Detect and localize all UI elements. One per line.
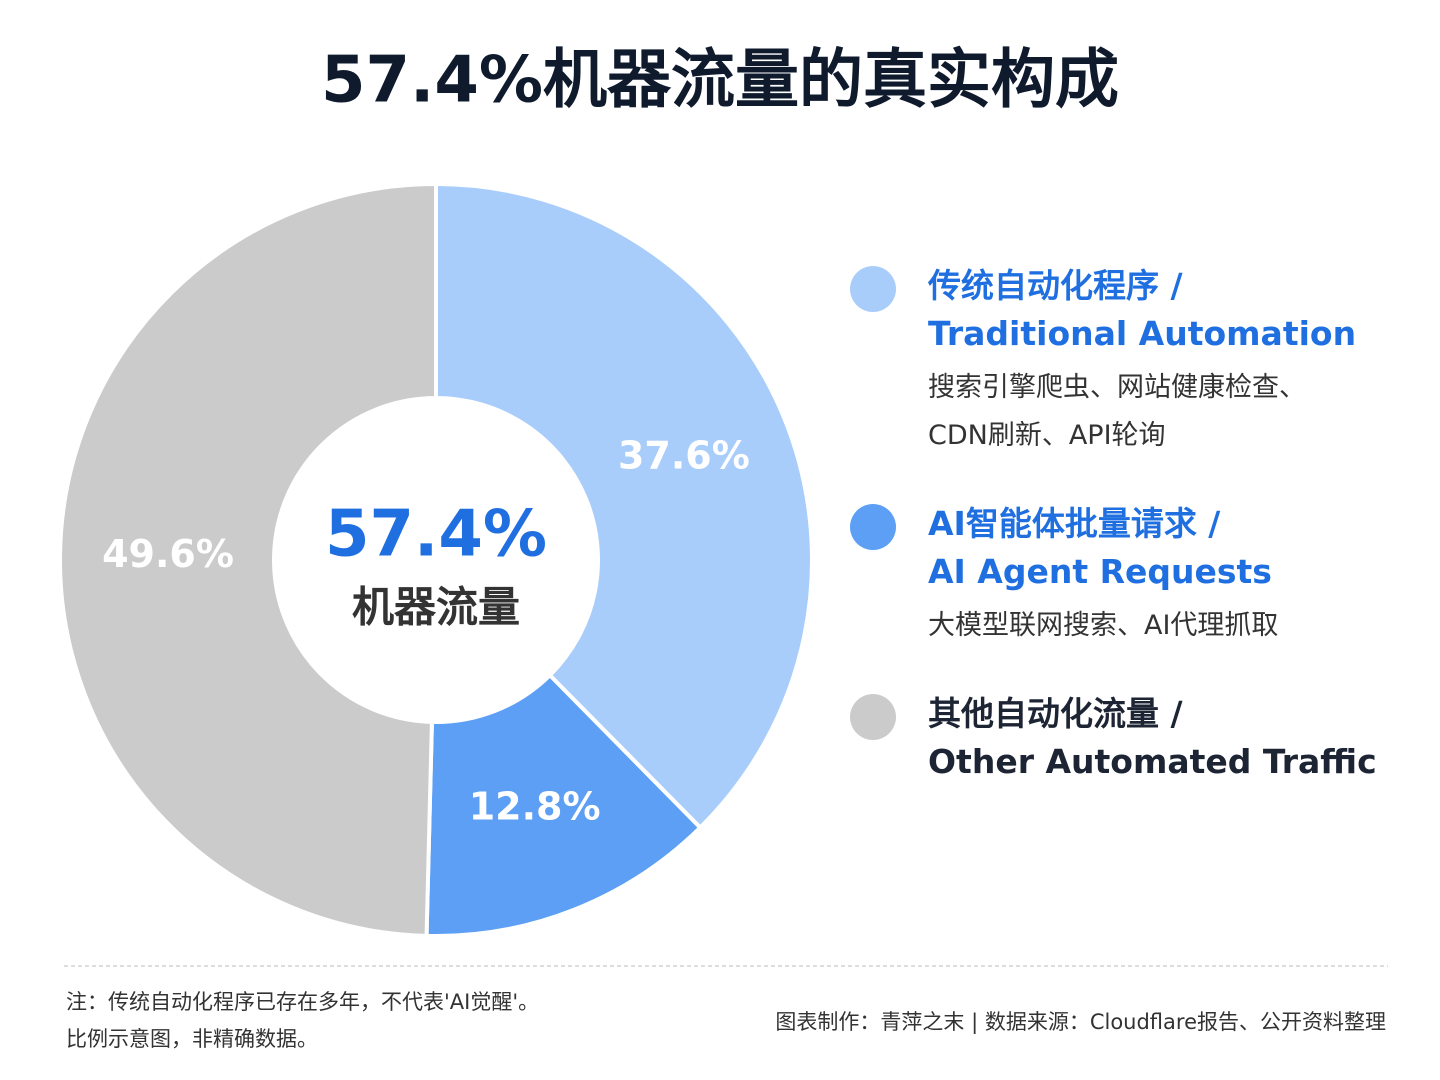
description-line: 搜索引擎爬虫、网站健康检查、 [928,372,1306,403]
source: 图表制作：青萍之末 | 数据来源：Cloudflare报告、公开资料整理 [775,1010,1386,1035]
legend-label: AI智能体批量请求 / [928,504,1221,543]
note: 比例示意图，非精确数据。 [66,1027,318,1051]
legend-item: 其他自动化流量 / Other Automated Traffic [848,690,1408,786]
legend: 传统自动化程序 / Traditional Automation 搜索引擎爬虫、网站… [848,262,1408,826]
description-line: 大模型联网搜索、AI代理抓取 [928,610,1279,641]
center-label: 57.4% [325,498,547,572]
donut-segment [434,181,814,831]
legend-label: 其他自动化流量 / [928,694,1183,733]
value-label: 12.8% [469,785,601,829]
legend-label-en: AI Agent Requests [928,552,1272,591]
legend-swatch [850,266,896,312]
value-label: 49.6% [102,532,234,576]
note: 注：传统自动化程序已存在多年，不代表'AI觉醒'。 [66,990,539,1014]
legend-swatch [850,694,896,740]
legend-swatch [850,504,896,550]
donut-segment [58,181,438,938]
legend-description: 搜索引擎爬虫、网站健康检查、 CDN刷新、API轮询 [928,364,1408,460]
legend-item: AI智能体批量请求 / AI Agent Requests 大模型联网搜索、AI代理… [848,500,1408,650]
legend-label-en: Traditional Automation [928,314,1357,353]
center-sublabel: 机器流量 [352,583,520,632]
legend-item: 传统自动化程序 / Traditional Automation 搜索引擎爬虫、网站… [848,262,1408,460]
legend-label: 传统自动化程序 / [928,266,1183,305]
donut [58,181,814,938]
donut-segment [424,672,704,938]
legend-label-en: Other Automated Traffic [928,742,1377,781]
value-label: 37.6% [618,434,750,478]
chart-title: 57.4%机器流量的真实构成 [321,44,1119,118]
description-line: CDN刷新、API轮询 [928,420,1166,451]
legend-description: 大模型联网搜索、AI代理抓取 [928,602,1408,650]
